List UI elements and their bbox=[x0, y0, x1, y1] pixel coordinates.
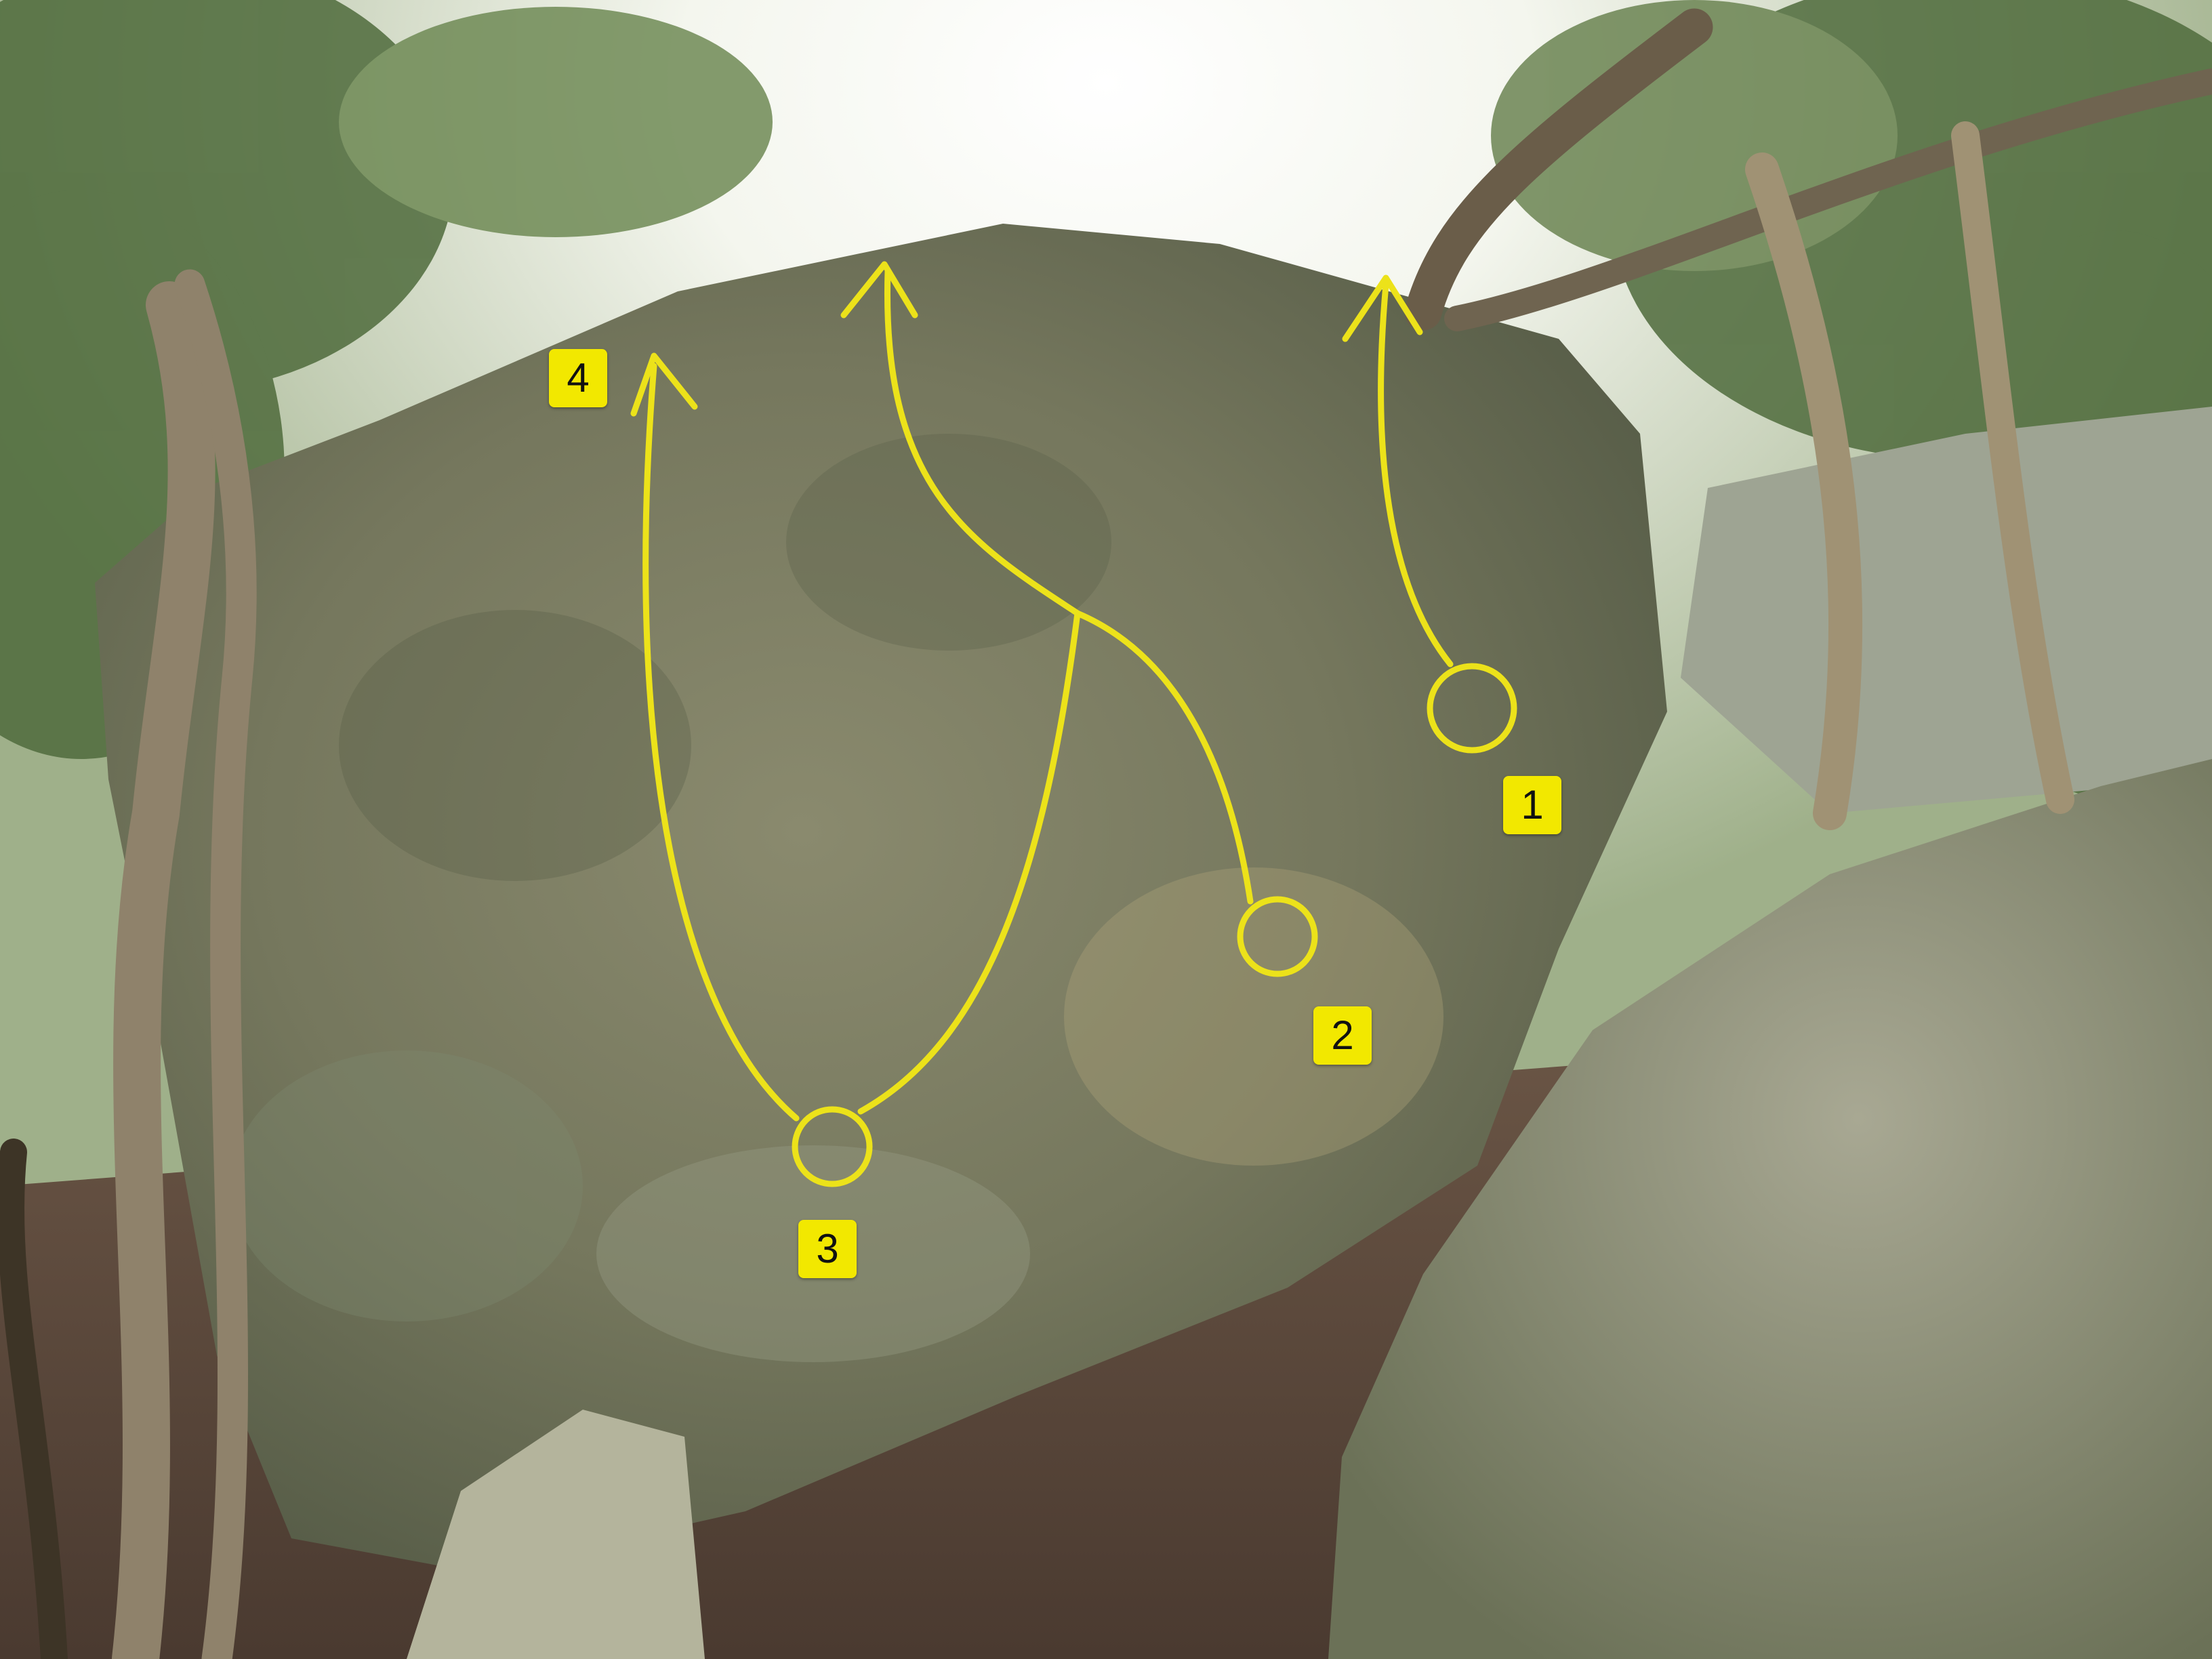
foreground-boulder bbox=[1328, 759, 2212, 1659]
route-1-arrow bbox=[1342, 274, 1423, 342]
route-4-arrow bbox=[630, 352, 698, 417]
tree-trunks bbox=[0, 8, 2212, 1659]
route-label-4: 4 bbox=[549, 349, 607, 407]
route-1-start-circle bbox=[1427, 663, 1517, 754]
route-4-line bbox=[642, 363, 800, 1122]
route-label-1: 1 bbox=[1503, 776, 1561, 834]
small-rock bbox=[407, 1410, 705, 1659]
route-overlay bbox=[630, 261, 1517, 1187]
route-2-arrow bbox=[840, 261, 918, 319]
route-label-2: 2 bbox=[1313, 1006, 1372, 1065]
background-boulder bbox=[1681, 407, 2212, 813]
main-boulder bbox=[95, 224, 1667, 1572]
route-label-3: 3 bbox=[798, 1220, 857, 1278]
route-3-start-circle bbox=[792, 1106, 873, 1187]
route-3-line bbox=[857, 610, 1081, 1115]
route-1-line bbox=[1378, 281, 1454, 668]
route-2-start-circle bbox=[1237, 896, 1318, 977]
